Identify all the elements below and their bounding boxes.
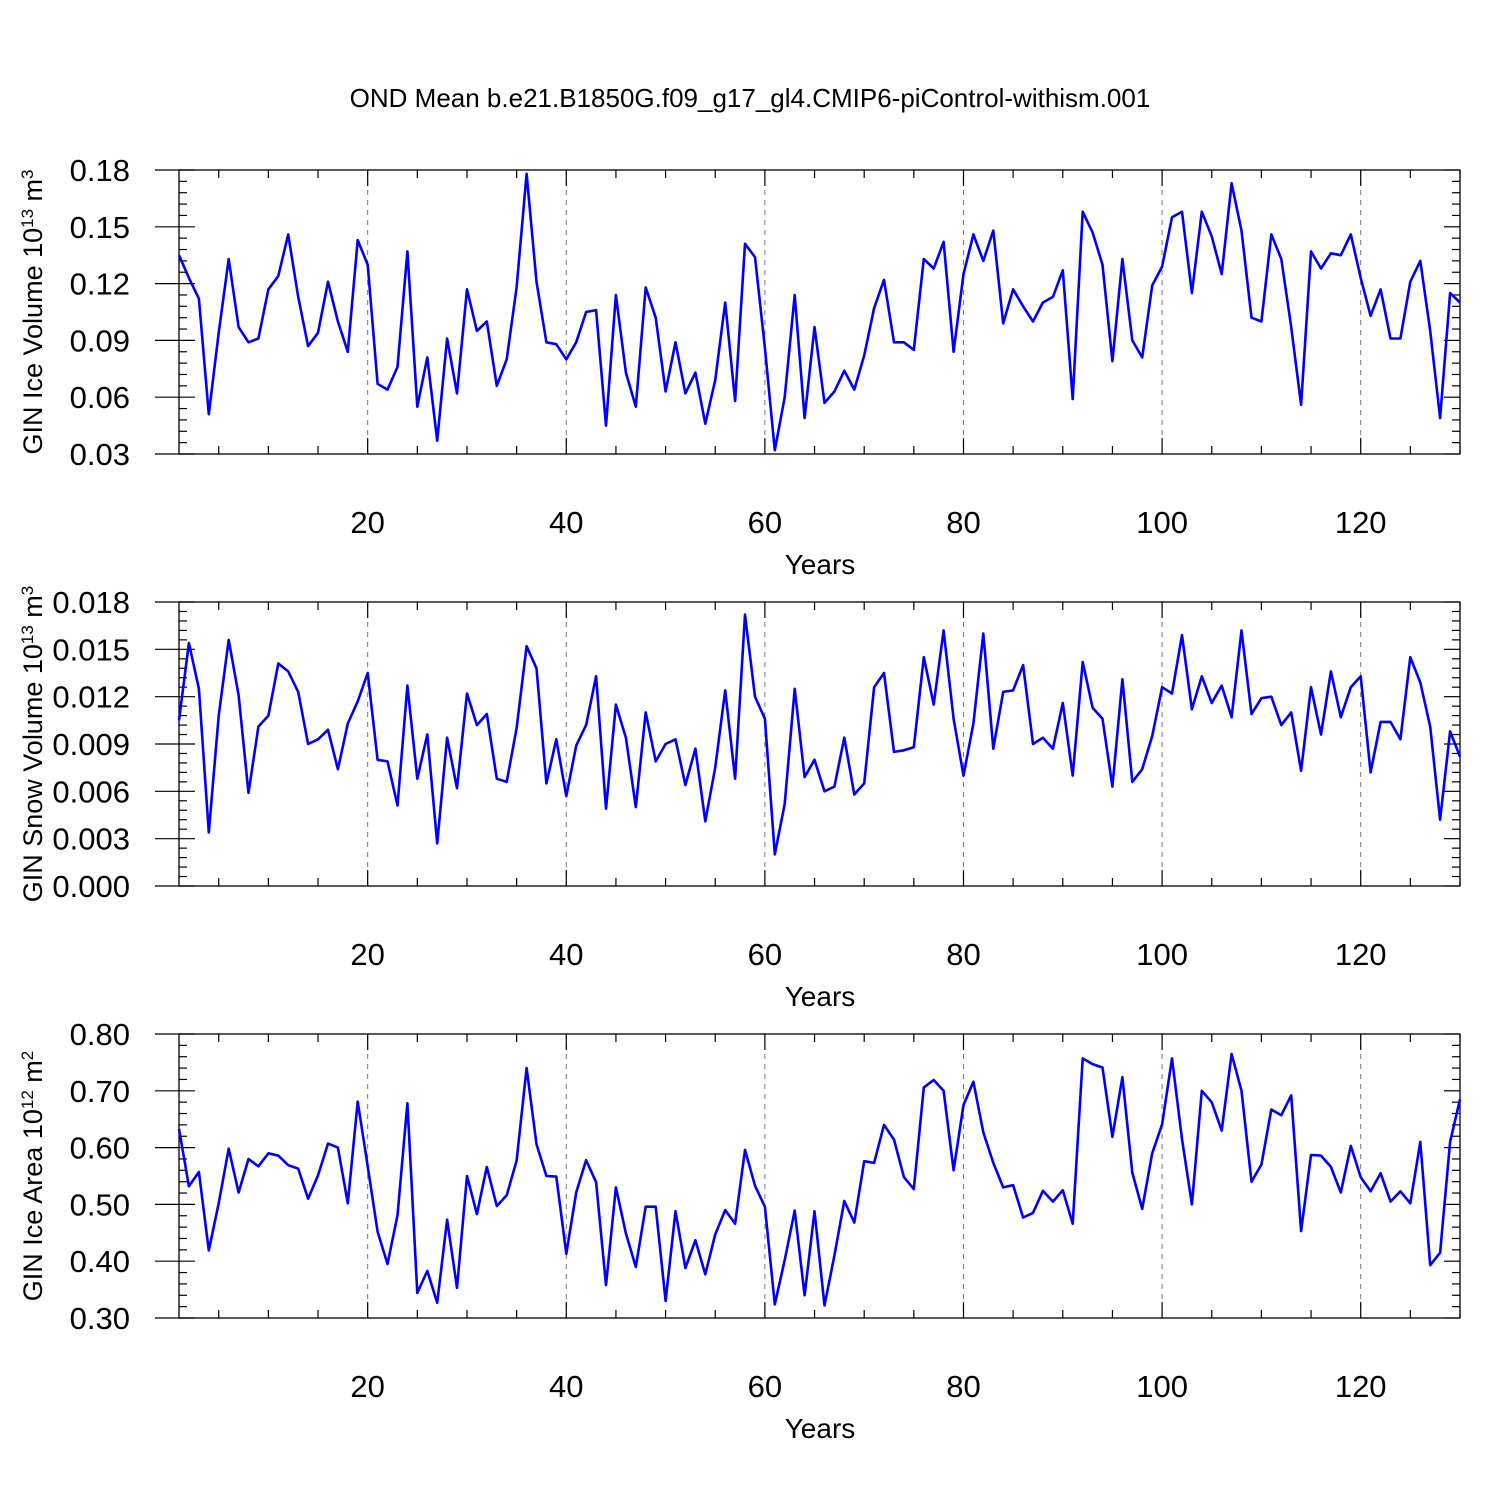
y-label-superscript: 13 xyxy=(18,209,37,228)
y-tick-label: 0.18 xyxy=(70,153,130,188)
series-line xyxy=(177,613,1462,856)
x-tick-label: 20 xyxy=(350,1369,384,1404)
series-line xyxy=(177,1052,1462,1307)
plot-frame xyxy=(178,169,1461,455)
x-tick-label: 60 xyxy=(748,1369,782,1404)
y-label-superscript: 13 xyxy=(18,625,37,644)
series-line xyxy=(177,172,1461,452)
y-tick-label: 0.40 xyxy=(70,1244,130,1279)
y-tick-label: 0.50 xyxy=(70,1187,130,1222)
y-axis-label: GIN Snow Volume 1013 m3 xyxy=(18,586,49,903)
plot-frame xyxy=(178,601,1461,887)
x-tick-label: 20 xyxy=(350,505,384,540)
plot-frame xyxy=(178,1033,1461,1319)
y-tick-label: 0.006 xyxy=(52,774,130,809)
x-tick-label: 80 xyxy=(946,937,980,972)
y-label-part: GIN Snow Volume 10 xyxy=(18,644,48,902)
x-tick-label: 40 xyxy=(549,505,583,540)
y-label-superscript: 3 xyxy=(18,169,37,178)
y-label-part: m xyxy=(18,595,48,625)
y-label-part: m xyxy=(18,179,48,209)
x-axis-label: Years xyxy=(785,981,856,1012)
y-tick-label: 0.000 xyxy=(52,869,130,904)
y-tick-label: 0.018 xyxy=(52,585,130,620)
x-tick-label: 120 xyxy=(1335,937,1387,972)
y-tick-label: 0.012 xyxy=(52,680,130,715)
y-tick-label: 0.15 xyxy=(70,210,130,245)
panel-3: 20 40 60 80 100 120 0.30 0.40 0.50 0.60 0.70 0.80 Ye… xyxy=(18,1017,1462,1444)
y-tick-label: 0.12 xyxy=(70,267,130,302)
y-axis-label: GIN Ice Area 1012 m2 xyxy=(18,1051,49,1302)
y-label-part: GIN Ice Area 10 xyxy=(18,1109,48,1301)
x-tick-label: 120 xyxy=(1335,1369,1387,1404)
y-label-part: GIN Ice Volume 10 xyxy=(18,228,48,455)
x-tick-label: 40 xyxy=(549,937,583,972)
figure-title: OND Mean b.e21.B1850G.f09_g17_gl4.CMIP6-… xyxy=(350,83,1151,113)
y-tick-label: 0.09 xyxy=(70,323,130,358)
panel-2: 20 40 60 80 100 120 0.000 0.003 0.006 0.009 0.012 0… xyxy=(18,585,1462,1012)
y-label-superscript: 12 xyxy=(18,1090,37,1109)
x-axis-label: Years xyxy=(785,549,856,580)
x-tick-label: 100 xyxy=(1136,1369,1188,1404)
x-axis-label: Years xyxy=(785,1413,856,1444)
y-tick-label: 0.015 xyxy=(52,632,130,667)
x-tick-label: 80 xyxy=(946,1369,980,1404)
y-tick-label: 0.003 xyxy=(52,822,130,857)
panel-1: 20 40 60 80 100 120 0.03 0.06 0.09 0.12 0.15 0.18 Ye… xyxy=(18,153,1461,580)
y-tick-label: 0.009 xyxy=(52,727,130,762)
x-tick-label: 60 xyxy=(748,937,782,972)
y-axis-label: GIN Ice Volume 1013 m3 xyxy=(18,169,49,454)
x-tick-label: 100 xyxy=(1136,505,1188,540)
x-tick-label: 60 xyxy=(748,505,782,540)
y-tick-label: 0.03 xyxy=(70,437,130,472)
x-tick-label: 100 xyxy=(1136,937,1188,972)
x-tick-label: 40 xyxy=(549,1369,583,1404)
y-tick-label: 0.06 xyxy=(70,380,130,415)
x-tick-label: 80 xyxy=(946,505,980,540)
y-tick-label: 0.30 xyxy=(70,1301,130,1336)
x-tick-label: 120 xyxy=(1335,505,1387,540)
y-tick-label: 0.60 xyxy=(70,1131,130,1166)
y-label-superscript: 2 xyxy=(18,1051,37,1060)
y-tick-label: 0.80 xyxy=(70,1017,130,1052)
y-label-superscript: 3 xyxy=(18,586,37,595)
y-label-part: m xyxy=(18,1060,48,1090)
y-tick-label: 0.70 xyxy=(70,1074,130,1109)
x-tick-label: 20 xyxy=(350,937,384,972)
